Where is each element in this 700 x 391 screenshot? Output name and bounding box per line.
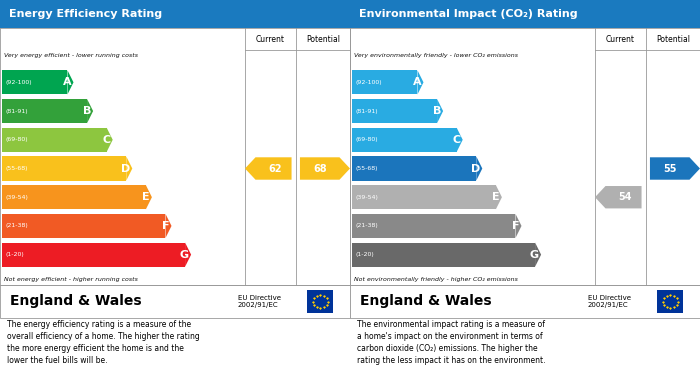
Text: A: A (413, 77, 421, 87)
Polygon shape (417, 70, 424, 94)
Polygon shape (185, 242, 191, 267)
Bar (351, 70, 417, 94)
Bar (351, 128, 456, 152)
Polygon shape (476, 156, 482, 181)
Polygon shape (300, 157, 350, 180)
Polygon shape (146, 185, 152, 209)
Text: Very environmentally friendly - lower CO₂ emissions: Very environmentally friendly - lower CO… (354, 53, 517, 58)
Text: F: F (512, 221, 519, 231)
Polygon shape (456, 128, 463, 152)
Text: E: E (492, 192, 500, 202)
Bar (351, 156, 476, 181)
Polygon shape (245, 157, 292, 180)
Bar (657, 290, 683, 313)
Bar (350, 0, 700, 28)
Text: 68: 68 (313, 163, 326, 174)
Polygon shape (595, 186, 641, 208)
Text: D: D (121, 163, 130, 174)
Text: EU Directive
2002/91/EC: EU Directive 2002/91/EC (238, 295, 281, 308)
Text: B: B (433, 106, 441, 116)
Text: Energy Efficiency Rating: Energy Efficiency Rating (8, 9, 162, 19)
Bar (351, 185, 496, 209)
Text: (39-54): (39-54) (355, 195, 378, 200)
Text: C: C (452, 135, 461, 145)
Polygon shape (496, 185, 502, 209)
Bar (351, 242, 535, 267)
Bar (0, 0, 350, 28)
Text: The energy efficiency rating is a measure of the
overall efficiency of a home. T: The energy efficiency rating is a measur… (7, 320, 199, 366)
Text: E: E (142, 192, 150, 202)
Text: Potential: Potential (306, 34, 340, 43)
Text: The environmental impact rating is a measure of
a home's impact on the environme: The environmental impact rating is a mea… (357, 320, 545, 366)
Polygon shape (535, 242, 541, 267)
Polygon shape (650, 157, 700, 180)
Text: Current: Current (606, 34, 635, 43)
Text: Not energy efficient - higher running costs: Not energy efficient - higher running co… (4, 277, 137, 282)
Text: (1-20): (1-20) (6, 252, 24, 257)
Bar (351, 99, 437, 123)
Text: C: C (102, 135, 111, 145)
Text: England & Wales: England & Wales (10, 294, 142, 308)
Text: (1-20): (1-20) (355, 252, 374, 257)
Text: (55-68): (55-68) (6, 166, 28, 171)
Text: 54: 54 (619, 192, 632, 202)
Text: (81-91): (81-91) (355, 109, 378, 113)
Text: Environmental Impact (CO₂) Rating: Environmental Impact (CO₂) Rating (358, 9, 578, 19)
Bar (1, 128, 106, 152)
Text: (21-38): (21-38) (6, 223, 28, 228)
Bar (350, 285, 700, 318)
Bar (307, 290, 333, 313)
Text: Very energy efficient - lower running costs: Very energy efficient - lower running co… (4, 53, 137, 58)
Text: A: A (63, 77, 71, 87)
Bar (1, 99, 87, 123)
Text: 55: 55 (663, 163, 676, 174)
Bar (1, 214, 165, 238)
Text: (39-54): (39-54) (6, 195, 28, 200)
Polygon shape (515, 214, 522, 238)
Bar (351, 214, 515, 238)
Polygon shape (437, 99, 443, 123)
Text: G: G (180, 249, 189, 260)
Text: Not environmentally friendly - higher CO₂ emissions: Not environmentally friendly - higher CO… (354, 277, 517, 282)
Text: D: D (471, 163, 480, 174)
Text: (92-100): (92-100) (355, 80, 382, 85)
Bar (1, 156, 126, 181)
Text: (92-100): (92-100) (6, 80, 32, 85)
Bar (1, 70, 67, 94)
Text: (55-68): (55-68) (355, 166, 378, 171)
Bar (1, 242, 185, 267)
Text: (21-38): (21-38) (355, 223, 378, 228)
Polygon shape (67, 70, 74, 94)
Text: B: B (83, 106, 91, 116)
Polygon shape (106, 128, 113, 152)
Text: G: G (530, 249, 539, 260)
Text: Current: Current (256, 34, 285, 43)
Text: (81-91): (81-91) (6, 109, 28, 113)
Text: (69-80): (69-80) (355, 137, 378, 142)
Text: EU Directive
2002/91/EC: EU Directive 2002/91/EC (588, 295, 631, 308)
Bar (1, 185, 146, 209)
Text: (69-80): (69-80) (6, 137, 28, 142)
Polygon shape (126, 156, 132, 181)
Bar (0, 285, 350, 318)
Polygon shape (87, 99, 93, 123)
Text: F: F (162, 221, 169, 231)
Text: England & Wales: England & Wales (360, 294, 492, 308)
Polygon shape (165, 214, 172, 238)
Text: Potential: Potential (656, 34, 690, 43)
Text: 62: 62 (269, 163, 282, 174)
